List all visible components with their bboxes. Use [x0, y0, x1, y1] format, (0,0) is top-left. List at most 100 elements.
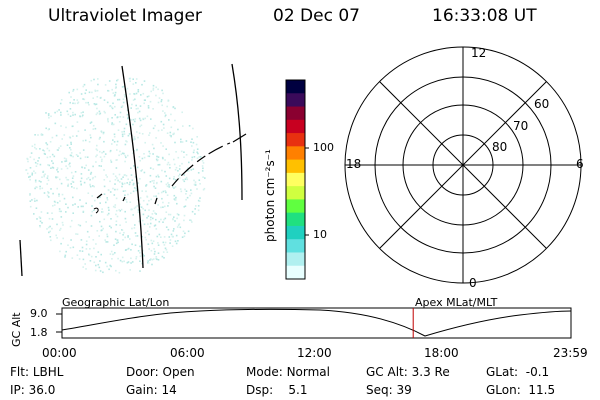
emission-speck [46, 194, 49, 197]
emission-speck [107, 206, 110, 209]
emission-speck [105, 174, 107, 176]
emission-speck [151, 263, 153, 266]
emission-speck [77, 101, 80, 104]
emission-speck [40, 181, 42, 183]
emission-speck [111, 122, 113, 124]
emission-speck [80, 177, 83, 180]
emission-speck [124, 95, 126, 98]
emission-speck [168, 186, 170, 188]
emission-speck [50, 115, 52, 118]
emission-speck [111, 106, 113, 109]
emission-speck [97, 251, 100, 253]
emission-speck [70, 183, 72, 185]
emission-speck [182, 178, 184, 181]
emission-speck [52, 205, 54, 207]
emission-speck [116, 159, 118, 161]
meridian-line-1 [121, 65, 144, 269]
emission-speck [114, 105, 116, 108]
emission-speck [177, 214, 180, 216]
emission-speck [184, 232, 186, 235]
emission-speck [161, 169, 163, 172]
emission-speck [84, 129, 86, 131]
emission-speck [121, 185, 123, 188]
emission-speck [125, 140, 127, 142]
emission-speck [169, 134, 171, 137]
emission-speck [123, 94, 126, 96]
emission-speck [79, 250, 81, 252]
emission-speck [80, 112, 83, 114]
emission-speck [102, 227, 104, 230]
emission-speck [77, 206, 79, 208]
emission-speck [198, 156, 200, 158]
emission-speck [129, 269, 131, 271]
emission-speck [89, 248, 91, 250]
emission-speck [155, 195, 157, 197]
emission-speck [61, 161, 63, 163]
emission-speck [69, 247, 72, 249]
emission-speck [174, 169, 177, 171]
emission-speck [123, 127, 126, 130]
emission-speck [168, 163, 171, 166]
emission-speck [137, 111, 139, 114]
emission-speck [106, 265, 108, 268]
emission-speck [132, 123, 134, 126]
emission-speck [172, 186, 174, 188]
colorbar-segment [286, 159, 305, 174]
emission-speck [68, 163, 70, 166]
emission-speck [124, 174, 126, 176]
emission-speck [139, 245, 141, 248]
emission-speck [172, 106, 175, 108]
emission-speck [86, 156, 89, 158]
emission-speck [27, 160, 29, 163]
emission-speck [56, 176, 59, 179]
emission-speck [202, 162, 205, 164]
emission-speck [49, 230, 51, 233]
emission-speck [47, 113, 50, 115]
emission-speck [116, 140, 119, 143]
emission-speck [183, 206, 186, 208]
emission-speck [123, 198, 126, 201]
emission-speck [75, 154, 78, 156]
emission-speck [83, 98, 86, 101]
emission-speck [119, 224, 121, 226]
emission-speck [165, 148, 167, 150]
emission-speck [192, 127, 194, 130]
colorbar-segment [286, 172, 305, 187]
emission-speck [118, 154, 120, 157]
emission-speck [51, 227, 53, 230]
emission-speck [162, 206, 164, 208]
emission-speck [150, 239, 153, 242]
emission-speck [173, 228, 175, 230]
emission-speck [38, 157, 40, 159]
emission-speck [127, 193, 129, 196]
emission-speck [59, 178, 61, 181]
colorbar-segment [286, 119, 305, 134]
emission-speck [45, 127, 47, 130]
emission-speck [172, 218, 174, 221]
emission-speck [149, 259, 151, 261]
emission-speck [191, 156, 194, 159]
emission-speck [39, 225, 41, 227]
emission-speck [139, 255, 142, 257]
emission-speck [121, 182, 124, 185]
emission-speck [114, 188, 116, 191]
emission-speck [135, 189, 138, 192]
emission-speck [167, 202, 170, 204]
emission-speck [179, 173, 181, 176]
emission-speck [184, 178, 187, 180]
emission-speck [72, 246, 75, 249]
emission-speck [94, 269, 97, 272]
emission-speck [141, 133, 144, 135]
emission-speck [163, 127, 165, 129]
emission-speck [146, 196, 149, 198]
emission-speck [166, 105, 168, 108]
emission-speck [173, 176, 175, 178]
emission-speck [111, 117, 113, 119]
emission-speck [93, 261, 96, 264]
emission-speck [114, 238, 117, 240]
emission-speck [148, 248, 150, 250]
emission-speck [76, 187, 78, 190]
emission-speck [115, 209, 118, 212]
emission-speck [147, 105, 150, 107]
emission-speck [126, 248, 129, 251]
